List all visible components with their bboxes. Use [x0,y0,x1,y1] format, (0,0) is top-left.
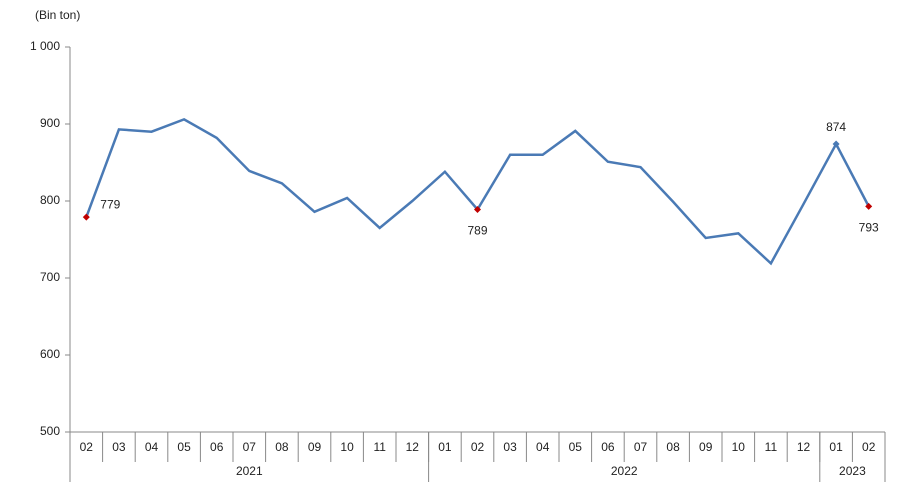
x-tick-label: 07 [634,440,648,454]
y-tick-label: 1 000 [30,39,60,53]
x-tick-label: 03 [503,440,517,454]
x-tick-label: 01 [438,440,452,454]
x-tick-label: 09 [308,440,322,454]
x-tick-label: 10 [340,440,354,454]
point-marker [832,140,840,148]
x-tick-label: 10 [732,440,746,454]
data-label: 789 [467,224,487,238]
x-tick-label: 02 [80,440,94,454]
x-tick-label: 06 [210,440,224,454]
x-tick-label: 08 [275,440,289,454]
x-tick-label: 11 [373,440,386,454]
y-tick-label: 500 [40,424,60,438]
y-axis-label: (Bin ton) [35,8,80,22]
x-tick-label: 11 [765,440,778,454]
data-label: 793 [859,221,879,235]
x-tick-label: 02 [862,440,876,454]
group-label: 2023 [839,464,866,478]
x-tick-label: 06 [601,440,615,454]
x-tick-label: 01 [829,440,843,454]
y-tick-label: 600 [40,347,60,361]
x-tick-label: 09 [699,440,713,454]
data-label: 779 [100,197,120,211]
point-marker [82,213,90,221]
point-marker [865,202,873,210]
x-tick-label: 12 [797,440,811,454]
y-tick-label: 700 [40,270,60,284]
x-tick-label: 05 [569,440,583,454]
x-tick-label: 04 [536,440,550,454]
x-tick-label: 07 [243,440,257,454]
point-marker [474,205,481,213]
x-tick-label: 05 [177,440,191,454]
x-tick-label: 08 [666,440,680,454]
x-tick-label: 03 [112,440,126,454]
x-tick-label: 04 [145,440,159,454]
x-tick-label: 02 [471,440,485,454]
x-tick-label: 12 [406,440,420,454]
y-tick-label: 900 [40,116,60,130]
group-label: 2022 [611,464,638,478]
group-label: 2021 [236,464,263,478]
y-tick-label: 800 [40,193,60,207]
data-label: 874 [826,120,846,134]
series-line [85,118,870,266]
